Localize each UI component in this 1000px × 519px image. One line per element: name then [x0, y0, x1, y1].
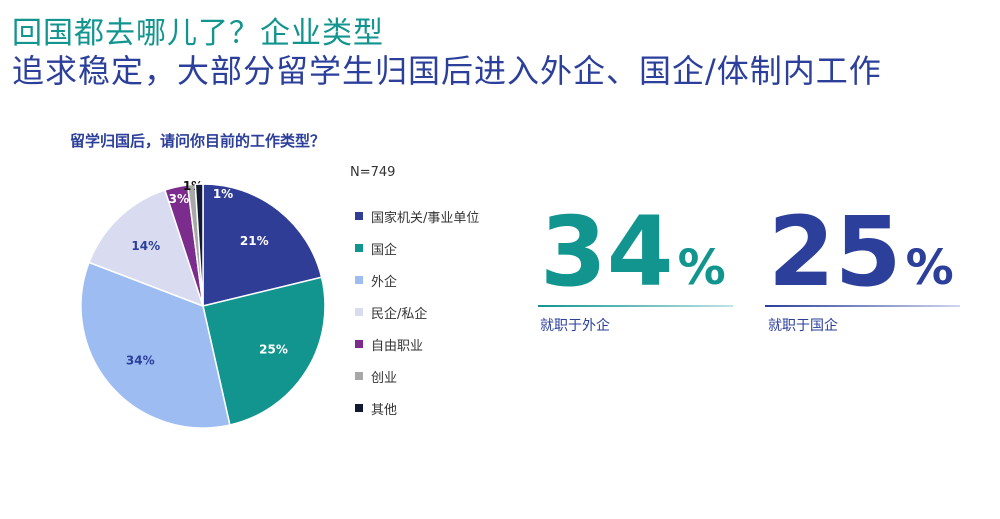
pie-slice [202, 183, 323, 307]
page-title: 回国都去哪儿了？企业类型 [12, 16, 384, 51]
legend-swatch [355, 308, 363, 316]
legend-label: 国企 [371, 242, 398, 258]
highlight-unit: % [905, 240, 954, 296]
legend-label: 创业 [371, 370, 398, 386]
chart-legend: 国家机关/事业单位 国企 外企 民企/私企 自由职业 创业 其他 [355, 200, 479, 424]
pie-slice-label: 3% [169, 192, 189, 206]
legend-item: 外企 [355, 264, 479, 296]
legend-label: 民企/私企 [371, 306, 428, 322]
legend-item: 创业 [355, 360, 479, 392]
pie-slice-label: 1% [213, 187, 233, 201]
highlight-number: 34 [540, 196, 674, 308]
sample-size-label: N=749 [350, 165, 396, 180]
legend-swatch [355, 244, 363, 252]
legend-swatch [355, 404, 363, 412]
page-subtitle: 追求稳定，大部分留学生归国后进入外企、国企/体制内工作 [12, 52, 882, 90]
highlight-caption: 就职于外企 [540, 318, 610, 334]
highlight-unit: % [677, 240, 726, 296]
legend-item: 其他 [355, 392, 479, 424]
divider [765, 305, 960, 307]
pie-slice-label: 34% [126, 353, 155, 367]
pie-slice-label: 14% [131, 239, 160, 253]
chart-title: 留学归国后，请问你目前的工作类型？ [70, 132, 326, 150]
legend-label: 外企 [371, 274, 398, 290]
highlight-caption: 就职于国企 [768, 318, 838, 334]
legend-label: 国家机关/事业单位 [371, 210, 480, 226]
legend-label: 自由职业 [371, 338, 424, 354]
legend-swatch [355, 340, 363, 348]
pie-slice [194, 183, 204, 307]
legend-label: 其他 [371, 402, 398, 418]
legend-item: 自由职业 [355, 328, 479, 360]
highlight-state-stat: 25% [768, 204, 954, 300]
legend-swatch [355, 212, 363, 220]
pie-slice-label: 25% [259, 343, 288, 357]
divider [538, 305, 733, 307]
pie-slice [202, 276, 326, 426]
highlight-number: 25 [768, 196, 902, 308]
pie-slice [80, 261, 231, 429]
pie-slice-label: 21% [240, 234, 269, 248]
legend-swatch [355, 276, 363, 284]
legend-item: 国企 [355, 232, 479, 264]
legend-item: 民企/私企 [355, 296, 479, 328]
legend-item: 国家机关/事业单位 [355, 200, 479, 232]
pie-slice [88, 189, 205, 308]
legend-swatch [355, 372, 363, 380]
highlight-foreign-stat: 34% [540, 204, 726, 300]
